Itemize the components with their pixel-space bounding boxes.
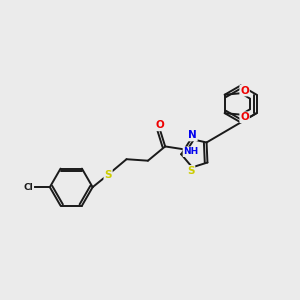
Text: S: S [187, 166, 194, 176]
Text: NH: NH [183, 147, 199, 156]
Text: O: O [240, 112, 249, 122]
Text: N: N [188, 130, 197, 140]
Text: O: O [155, 120, 164, 130]
Text: O: O [240, 85, 249, 96]
Text: Cl: Cl [24, 183, 33, 192]
Text: S: S [104, 170, 112, 180]
